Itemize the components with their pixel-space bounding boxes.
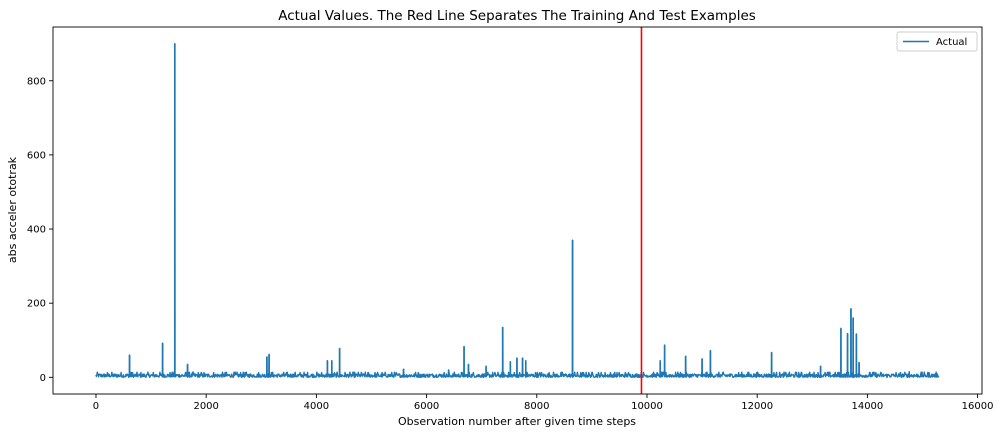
y-tick-label: 200 <box>27 299 46 310</box>
axes: 0 2000 4000 6000 8000 10000 12000 14000 16000 0 20… <box>27 26 994 412</box>
x-tick-label: 16000 <box>962 401 994 412</box>
x-tick-label: 8000 <box>524 401 549 412</box>
legend: Actual <box>896 31 978 52</box>
legend-label-actual: Actual <box>936 37 967 48</box>
plot-area <box>95 27 940 394</box>
y-tick-label: 0 <box>40 373 46 384</box>
x-tick-label: 10000 <box>631 401 663 412</box>
x-tick-label: 4000 <box>304 401 329 412</box>
x-tick-label: 6000 <box>414 401 439 412</box>
y-tick-label: 600 <box>27 150 46 161</box>
chart-title: Actual Values. The Red Line Separates Th… <box>278 8 756 24</box>
x-tick-label: 0 <box>93 401 99 412</box>
y-tick-label: 400 <box>27 225 46 236</box>
y-axis-label: abs acceler ototrak <box>6 156 19 263</box>
legend-box <box>896 31 978 52</box>
x-tick-label: 2000 <box>193 401 218 412</box>
y-tick-label: 800 <box>27 76 46 87</box>
x-tick-label: 12000 <box>741 401 773 412</box>
x-tick-label: 14000 <box>851 401 883 412</box>
axes-frame <box>52 26 983 395</box>
x-axis-label: Observation number after given time step… <box>398 415 636 428</box>
